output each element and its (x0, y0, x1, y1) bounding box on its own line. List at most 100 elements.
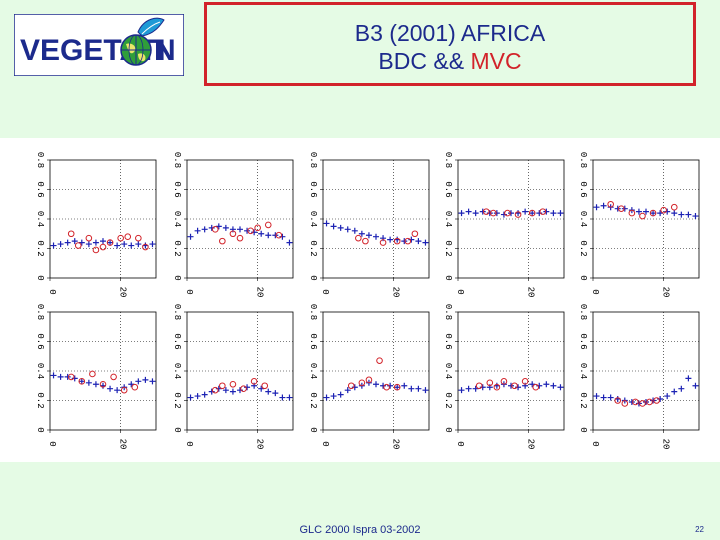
y-tick-label: 0.6 (578, 333, 588, 349)
panel-frame (49, 311, 157, 431)
bdc-point (593, 204, 600, 211)
y-tick-label: 0 (172, 275, 182, 280)
panel-8: 0 0.2 0.4 0.6 0.8 0 20 (308, 304, 430, 449)
bdc-point (344, 226, 351, 233)
y-tick-label: 0 (172, 427, 182, 432)
y-tick-label: 0.2 (578, 240, 588, 256)
y-tick-label: 0.6 (308, 181, 318, 197)
mvc-point (486, 379, 494, 387)
mvc-point (229, 380, 237, 388)
bdc-point (244, 227, 251, 234)
y-tick-label: 0.6 (578, 181, 588, 197)
mvc-point (264, 221, 272, 229)
bdc-point (550, 382, 557, 389)
bdc-point (621, 205, 628, 212)
bdc-point (472, 210, 479, 217)
y-tick-label: 0.6 (35, 333, 45, 349)
bdc-point (215, 385, 222, 392)
mvc-point (229, 230, 237, 238)
bdc-point (208, 224, 215, 231)
bdc-point (251, 229, 258, 236)
y-tick-label: 0.8 (172, 304, 182, 320)
mvc-point (528, 209, 536, 217)
globe-icon (120, 34, 152, 66)
bdc-point (265, 232, 272, 239)
bdc-point (465, 208, 472, 215)
bdc-point (272, 232, 279, 239)
x-tick-label: 0 (320, 441, 330, 446)
y-tick-label: 0 (308, 427, 318, 432)
panel-9: 0 0.2 0.4 0.6 0.8 0 20 (443, 304, 565, 449)
bdc-point (643, 208, 649, 215)
bdc-point (557, 384, 564, 391)
x-tick-label: 20 (661, 439, 671, 450)
x-tick-label: 20 (118, 439, 128, 450)
x-tick-label: 0 (320, 289, 330, 294)
bdc-point (100, 238, 106, 245)
panel-frame (322, 311, 430, 431)
mvc-point (521, 378, 529, 385)
x-tick-label: 0 (47, 441, 57, 446)
mvc-point (211, 226, 219, 233)
bdc-point (479, 208, 486, 215)
bdc-point (208, 388, 215, 395)
bdc-point (365, 232, 372, 239)
mvc-point (106, 239, 114, 246)
bdc-point (408, 385, 415, 392)
bdc-point (650, 210, 657, 217)
bdc-point (50, 242, 57, 249)
mvc-point (261, 382, 269, 390)
y-tick-label: 0.8 (443, 152, 453, 168)
y-tick-label: 0.2 (308, 392, 318, 408)
mvc-point (670, 203, 678, 211)
y-tick-label: 0.6 (172, 181, 182, 197)
bdc-point (671, 388, 678, 395)
mvc-point (135, 234, 142, 242)
x-tick-label: 0 (184, 441, 194, 446)
y-tick-label: 0.6 (308, 333, 318, 349)
mvc-point (142, 243, 149, 251)
bdc-point (344, 387, 351, 394)
mvc-point (78, 378, 86, 385)
mvc-point (621, 400, 629, 407)
y-tick-label: 0.8 (35, 304, 45, 320)
bdc-point (258, 230, 265, 237)
bdc-point (536, 382, 543, 389)
bdc-point (394, 384, 401, 391)
mvc-point (500, 378, 508, 385)
bdc-point (330, 393, 337, 400)
mvc-point (628, 209, 636, 217)
bdc-point (237, 226, 243, 233)
bdc-point (522, 208, 529, 215)
bdc-point (149, 241, 156, 248)
bdc-point (78, 378, 85, 385)
bdc-point (529, 210, 536, 217)
bdc-point (650, 397, 657, 404)
mvc-point (110, 373, 117, 381)
bdc-point (614, 205, 621, 212)
mvc-point (365, 376, 373, 384)
mvc-point (482, 208, 490, 215)
bdc-point (237, 387, 243, 394)
mvc-point (539, 208, 547, 215)
y-tick-label: 0.8 (308, 304, 318, 320)
x-tick-label: 20 (391, 287, 401, 298)
bdc-point (85, 241, 92, 248)
leaf-icon (137, 17, 165, 37)
bdc-point (330, 223, 337, 230)
mvc-point (376, 357, 383, 364)
y-tick-label: 0.4 (308, 363, 318, 379)
y-tick-label: 0.2 (443, 392, 453, 408)
bdc-point (272, 390, 279, 397)
bdc-point (194, 227, 201, 234)
mvc-point (240, 385, 247, 392)
y-tick-label: 0.2 (172, 240, 182, 256)
mvc-point (411, 230, 419, 238)
bdc-point (286, 394, 293, 401)
bdc-point (664, 393, 671, 400)
bdc-point (401, 382, 408, 389)
bdc-point (678, 385, 685, 392)
mvc-point (511, 382, 518, 390)
mvc-point (475, 382, 483, 390)
bdc-point (107, 385, 114, 392)
